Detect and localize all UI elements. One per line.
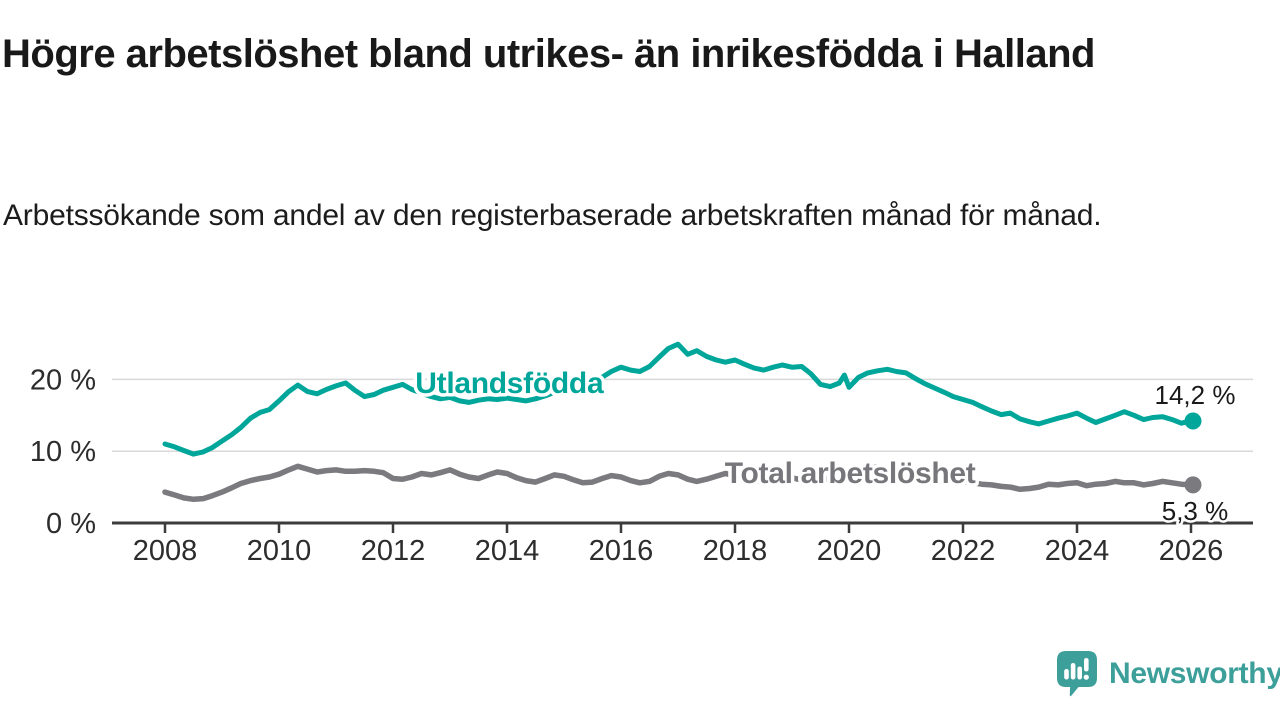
x-tick-label: 2022: [931, 535, 996, 567]
series-line-total-arbetsloshet: [162, 463, 1194, 503]
newsworthy-logo-text: Newsworthy: [1109, 657, 1280, 690]
x-tick-label: 2024: [1045, 535, 1110, 567]
chart-title: Högre arbetslöshet bland utrikes- än inr…: [2, 32, 1095, 76]
series-label-utlandsfodda: Utlandsfödda: [415, 367, 604, 400]
y-tick-label: 10 %: [30, 436, 96, 468]
series-line-utlandsfodda: [162, 341, 1194, 457]
chart-subtitle: Arbetssökande som andel av den registerb…: [3, 199, 1102, 232]
x-tick-label: 2018: [703, 535, 768, 567]
series-label-total-arbetsloshet: Total arbetslöshet: [725, 457, 976, 490]
x-tick-label: 2008: [133, 535, 198, 567]
series-end-dot: [1184, 476, 1202, 494]
x-tick-label: 2012: [361, 535, 426, 567]
series-end-dot: [1184, 412, 1202, 430]
y-tick-label: 0 %: [46, 508, 96, 540]
end-value-label: 5,3 %: [1162, 496, 1229, 526]
newsworthy-logo-icon: [1057, 651, 1097, 697]
newsworthy-logo: Newsworthy: [1056, 650, 1280, 698]
end-value-label: 14,2 %: [1155, 380, 1236, 410]
x-tick-label: 2026: [1159, 535, 1224, 567]
y-tick-label: 20 %: [30, 364, 96, 396]
x-tick-label: 2016: [589, 535, 654, 567]
x-tick-label: 2010: [247, 535, 312, 567]
x-tick-label: 2020: [817, 535, 882, 567]
x-tick-label: 2014: [475, 535, 540, 567]
